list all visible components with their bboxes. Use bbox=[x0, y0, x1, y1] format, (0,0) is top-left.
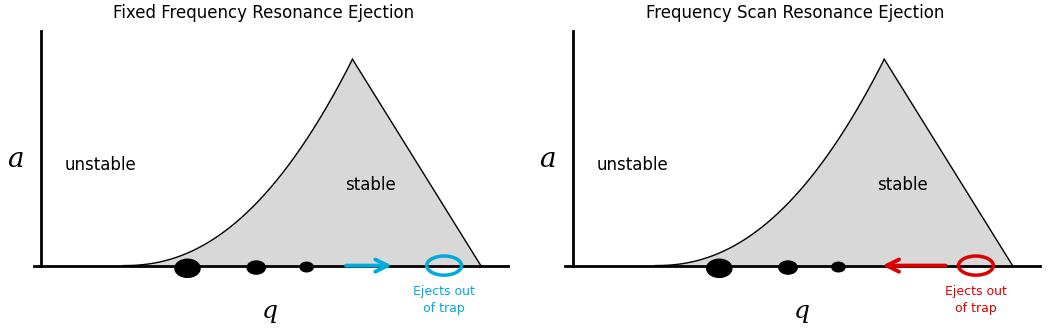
Ellipse shape bbox=[248, 261, 266, 274]
Ellipse shape bbox=[707, 259, 732, 277]
Text: a: a bbox=[540, 146, 555, 174]
Text: unstable: unstable bbox=[597, 156, 668, 174]
Ellipse shape bbox=[300, 262, 313, 272]
Text: Ejects out
of trap: Ejects out of trap bbox=[414, 285, 475, 315]
Ellipse shape bbox=[832, 262, 845, 272]
Text: stable: stable bbox=[877, 176, 928, 194]
Text: a: a bbox=[7, 146, 24, 174]
Text: stable: stable bbox=[346, 176, 396, 194]
Ellipse shape bbox=[175, 259, 200, 277]
Title: Fixed Frequency Resonance Ejection: Fixed Frequency Resonance Ejection bbox=[112, 4, 414, 22]
Text: q: q bbox=[262, 299, 278, 322]
Text: Ejects out
of trap: Ejects out of trap bbox=[945, 285, 1007, 315]
Polygon shape bbox=[124, 59, 480, 266]
Ellipse shape bbox=[779, 261, 797, 274]
Title: Frequency Scan Resonance Ejection: Frequency Scan Resonance Ejection bbox=[645, 4, 944, 22]
Polygon shape bbox=[655, 59, 1013, 266]
Text: q: q bbox=[794, 299, 809, 322]
Text: unstable: unstable bbox=[65, 156, 136, 174]
